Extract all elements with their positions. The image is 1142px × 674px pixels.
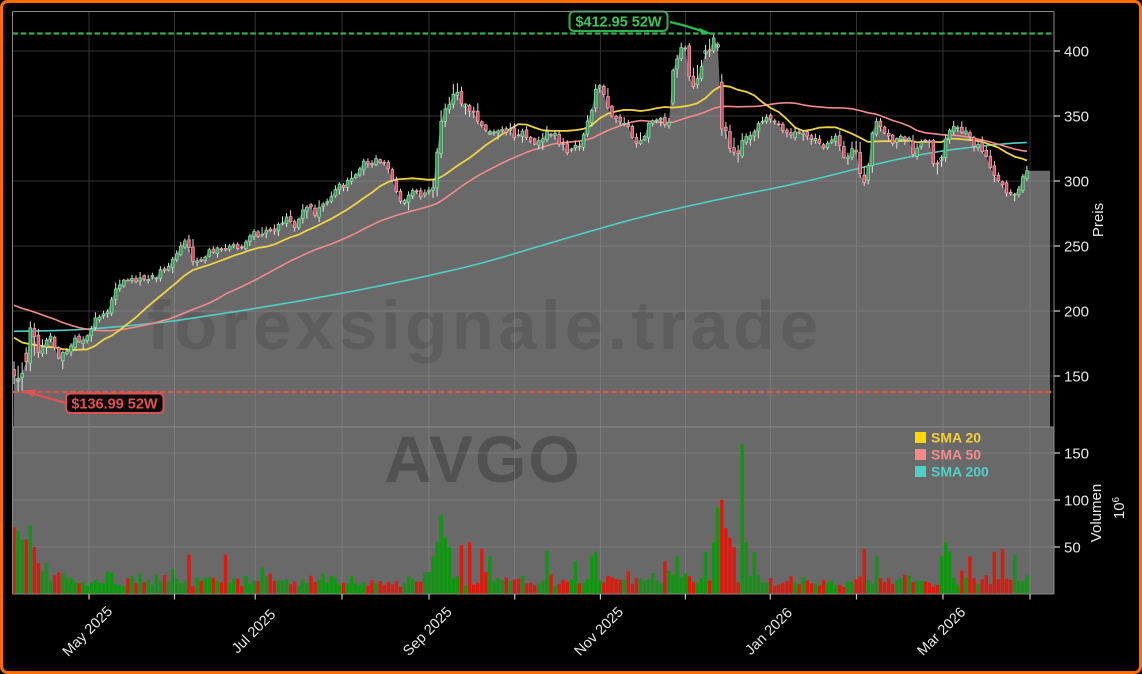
svg-text:$412.95 52W: $412.95 52W [575, 15, 662, 31]
svg-text:SMA 200: SMA 200 [931, 464, 989, 480]
svg-text:SMA 50: SMA 50 [931, 447, 981, 463]
svg-text:150: 150 [1064, 446, 1089, 463]
svg-text:Volumen: Volumen [1088, 484, 1105, 542]
svg-text:50: 50 [1064, 540, 1081, 557]
svg-text:400: 400 [1064, 44, 1089, 61]
svg-text:AVGO: AVGO [384, 422, 581, 496]
svg-text:Preis: Preis [1090, 203, 1107, 237]
svg-text:300: 300 [1064, 174, 1089, 191]
svg-text:350: 350 [1064, 109, 1089, 126]
svg-text:150: 150 [1064, 369, 1089, 386]
svg-text:forexsignale.trade: forexsignale.trade [147, 287, 822, 364]
svg-text:250: 250 [1064, 239, 1089, 256]
svg-text:SMA 20: SMA 20 [931, 430, 981, 446]
svg-text:200: 200 [1064, 304, 1089, 321]
svg-text:100: 100 [1064, 493, 1089, 510]
svg-text:$136.99 52W: $136.99 52W [71, 397, 158, 413]
